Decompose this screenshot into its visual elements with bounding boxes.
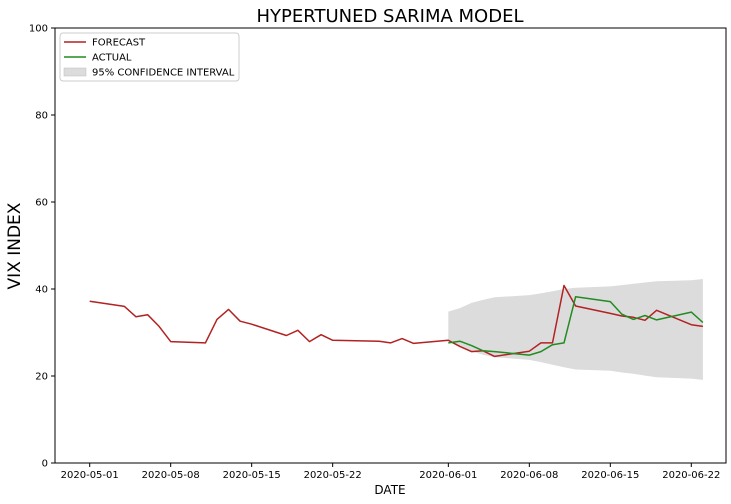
x-axis-ticks: 2020-05-01 2020-05-08 2020-05-15 2020-05-22… xyxy=(61,463,720,481)
actual-line xyxy=(448,296,704,356)
legend-box xyxy=(59,32,240,82)
x-tick-label: 2020-06-01 xyxy=(419,470,477,481)
y-tick-label: 100 xyxy=(29,24,48,35)
x-tick-label: 2020-06-08 xyxy=(500,470,558,481)
x-tick-label: 2020-05-08 xyxy=(142,470,200,481)
y-tick-label: 20 xyxy=(35,372,48,383)
legend-label: ACTUAL xyxy=(92,53,132,64)
plot-area-frame xyxy=(54,27,727,464)
x-tick-label: 2020-05-01 xyxy=(61,470,119,481)
confidence-interval-layer xyxy=(448,279,703,380)
legend-label: FORECAST xyxy=(92,38,146,49)
y-axis-ticks: 0 20 40 60 80 100 xyxy=(29,24,55,470)
x-tick-label: 2020-05-15 xyxy=(223,470,281,481)
y-tick-label: 40 xyxy=(35,285,48,296)
chart-title: HYPERTUNED SARIMA MODEL xyxy=(257,6,524,27)
x-tick-label: 2020-05-22 xyxy=(304,470,362,481)
series-layer xyxy=(89,284,704,358)
x-tick-label: 2020-06-15 xyxy=(581,470,639,481)
y-tick-label: 0 xyxy=(42,459,48,470)
forecast-line xyxy=(89,284,704,358)
legend-label: 95% CONFIDENCE INTERVAL xyxy=(92,68,235,79)
y-axis-label: VIX INDEX xyxy=(5,202,25,289)
legend: FORECAST ACTUAL 95% CONFIDENCE INTERVAL xyxy=(59,32,240,82)
confidence-interval-band xyxy=(448,279,703,380)
x-axis-label: DATE xyxy=(374,483,405,497)
legend-swatch-band xyxy=(63,67,87,77)
x-tick-label: 2020-06-22 xyxy=(662,470,720,481)
y-tick-label: 80 xyxy=(35,111,48,122)
y-tick-label: 60 xyxy=(35,198,48,209)
